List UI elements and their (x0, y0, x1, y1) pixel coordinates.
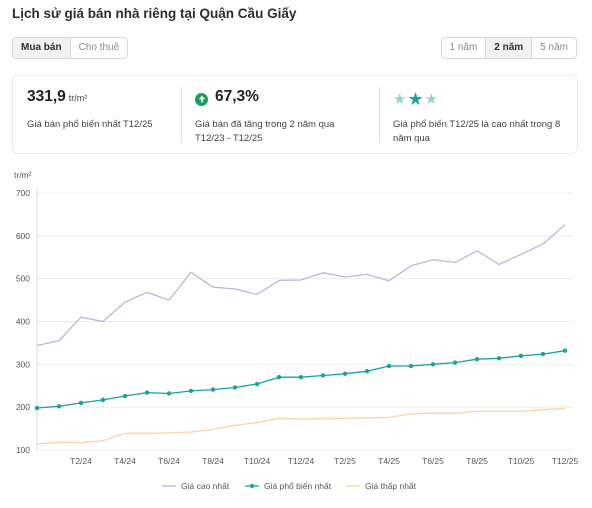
x-tick-label: T6/24 (158, 456, 180, 466)
legend-label-common: Giá phổ biến nhất (264, 481, 332, 491)
range-1-year[interactable]: 1 năm (442, 38, 487, 58)
range-5-years[interactable]: 5 năm (540, 42, 568, 53)
x-tick-label: T12/24 (288, 456, 315, 466)
data-point-common (232, 385, 238, 390)
data-point-common (166, 391, 172, 396)
rating-stars: ★ ★ ★ (393, 88, 563, 110)
data-point-common (298, 374, 304, 380)
y-tick-label: 300 (16, 359, 30, 369)
y-tick-label: 700 (16, 188, 30, 198)
stat-growth-value: 67,3% (215, 88, 259, 105)
stat-rank-desc: Giá phổ biến T12/25 là cao nhất trong 8 … (393, 119, 561, 144)
transaction-type-toggle: Mua bán Cho thuê (12, 37, 129, 59)
series-line-high (36, 224, 566, 347)
data-point-common (452, 360, 458, 365)
data-point-common (342, 371, 348, 376)
stat-common-price-desc: Giá bán phổ biến nhất T12/25 (27, 119, 153, 130)
x-tick-label: T6/25 (422, 456, 444, 466)
series-line-low (36, 407, 566, 445)
data-point-common (210, 387, 216, 392)
data-point-common (34, 405, 40, 411)
page-title: Lịch sử giá bán nhà riêng tại Quận Cầu G… (12, 6, 297, 21)
data-point-common (144, 390, 150, 395)
data-point-common (540, 351, 546, 357)
x-tick-label: T8/24 (202, 456, 224, 466)
star-icon: ★ (424, 90, 439, 108)
stat-common-price: 331,9 tr/m² Giá bán phổ biến nhất T12/25 (13, 76, 181, 153)
x-tick-label: T2/25 (334, 456, 356, 466)
data-point-common (276, 374, 282, 380)
x-tick-label: T10/25 (508, 456, 535, 466)
legend-label-low: Giá thấp nhất (365, 481, 417, 491)
data-point-common (364, 368, 370, 374)
x-tick-label: T12/25 (552, 456, 579, 466)
y-tick-label: 400 (16, 317, 30, 327)
y-tick-label: 500 (16, 274, 30, 284)
data-point-common (122, 393, 128, 399)
data-point-common (496, 356, 502, 361)
range-2-years[interactable]: 2 năm (486, 38, 533, 58)
y-axis-label: tr/m² (14, 170, 32, 180)
tab-mua-ban[interactable]: Mua bán (13, 38, 71, 58)
stat-growth: 67,3% Giá bán đã tăng trong 2 năm qua T1… (181, 76, 379, 153)
data-point-common (78, 400, 84, 406)
data-point-common (320, 373, 326, 378)
stat-common-price-value: 331,9 (27, 88, 66, 105)
star-icon: ★ (407, 89, 424, 109)
star-icon: ★ (393, 90, 407, 108)
data-point-common (408, 363, 414, 369)
data-point-common (562, 348, 568, 353)
data-point-common (518, 353, 524, 358)
price-history-chart: tr/m² 100 200 300 400 500 600 700 T2/24 T4/24 T6/2… (14, 170, 579, 491)
arrow-up-circle-icon (195, 92, 208, 106)
time-range-toggle: 1 năm 2 năm 5 năm (440, 37, 577, 59)
data-point-common (474, 356, 480, 362)
data-point-common (100, 397, 106, 403)
y-tick-label: 100 (16, 445, 30, 455)
tab-cho-thue[interactable]: Cho thuê (78, 42, 120, 53)
data-point-common (386, 363, 392, 369)
stat-rank: ★ ★ ★ Giá phổ biến T12/25 là cao nhất tr… (379, 76, 577, 153)
data-point-common (56, 404, 62, 409)
data-point-common (430, 362, 436, 367)
data-point-common (254, 381, 260, 387)
legend-marker-common (249, 483, 255, 489)
y-tick-label: 200 (16, 402, 30, 412)
y-tick-label: 600 (16, 231, 30, 241)
stats-panel: 331,9 tr/m² Giá bán phổ biến nhất T12/25… (12, 75, 578, 154)
stat-growth-desc: Giá bán đã tăng trong 2 năm qua T12/23 -… (195, 119, 335, 144)
x-tick-label: T8/25 (466, 456, 488, 466)
x-tick-label: T4/25 (378, 456, 400, 466)
legend-label-high: Giá cao nhất (181, 481, 230, 491)
x-tick-label: T10/24 (244, 456, 271, 466)
data-point-common (188, 388, 194, 394)
stat-common-price-unit: tr/m² (68, 93, 88, 103)
x-tick-label: T4/24 (114, 456, 136, 466)
x-tick-label: T2/24 (70, 456, 92, 466)
